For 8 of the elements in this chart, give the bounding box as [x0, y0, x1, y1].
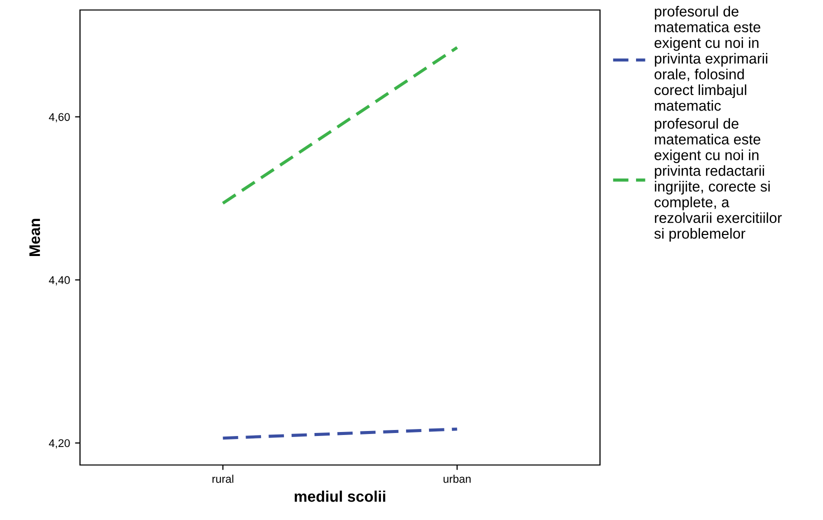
y-axis-title: Mean [29, 218, 40, 256]
x-tick-label: rural [212, 474, 234, 483]
x-axis-title: mediul scolii [294, 490, 386, 502]
x-tick-label: urban [444, 474, 471, 483]
y-tick-label: 4,40 [48, 276, 70, 286]
legend-label: profesorul de matematica este exigent cu noi in privinta redactarii ingrijite, corecte si complete, a rezolvarii exercitiilor si problemelor [654, 118, 782, 242]
y-tick-label: 4,60 [48, 113, 70, 122]
y-tick-label: 4,20 [48, 439, 70, 448]
